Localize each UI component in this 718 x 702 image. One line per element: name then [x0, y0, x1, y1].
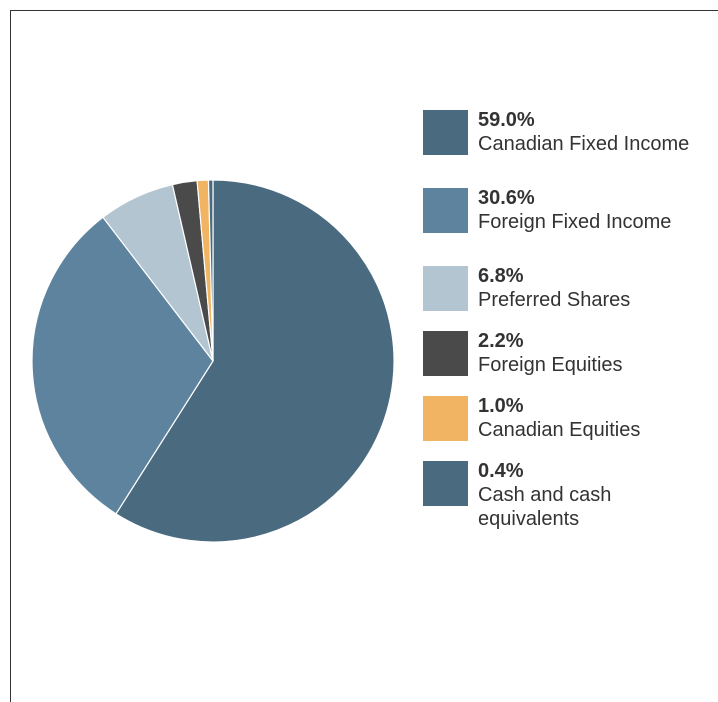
legend-swatch — [423, 188, 468, 233]
legend-label: Cash and cash equivalents — [478, 484, 612, 530]
chart-frame — [10, 10, 718, 702]
pie-slices — [31, 179, 395, 543]
legend-percent: 6.8% — [478, 265, 524, 287]
pie-slice-cash-and-cash-equivalents — [207, 179, 214, 362]
legend-item-canadian-fixed-income: 59.0% Canadian Fixed Income — [423, 109, 713, 188]
legend-percent: 59.0% — [478, 109, 535, 131]
legend-label: Preferred Shares — [478, 289, 631, 311]
pie-slice-foreign-fixed-income — [31, 216, 214, 515]
legend-swatch — [423, 266, 468, 311]
legend-percent: 30.6% — [478, 187, 535, 209]
legend-label: Foreign Equities — [478, 354, 623, 376]
legend-item-foreign-equities: 2.2% Foreign Equities — [423, 330, 713, 396]
legend-swatch — [423, 461, 468, 506]
legend-item-cash: 0.4% Cash and cash equivalents — [423, 460, 713, 539]
legend-label: Foreign Fixed Income — [478, 211, 672, 233]
legend-swatch — [423, 110, 468, 155]
legend-percent: 2.2% — [478, 330, 524, 352]
chart-legend: 59.0% Canadian Fixed Income 30.6% Foreig… — [423, 109, 713, 539]
legend-percent: 1.0% — [478, 395, 524, 417]
legend-item-foreign-fixed-income: 30.6% Foreign Fixed Income — [423, 187, 713, 266]
legend-swatch — [423, 396, 468, 441]
pie-slice-canadian-fixed-income — [115, 179, 395, 543]
legend-item-preferred-shares: 6.8% Preferred Shares — [423, 265, 713, 331]
legend-swatch — [423, 331, 468, 376]
legend-percent: 0.4% — [478, 460, 524, 482]
legend-item-canadian-equities: 1.0% Canadian Equities — [423, 395, 713, 461]
legend-label: Canadian Equities — [478, 419, 641, 441]
legend-label: Canadian Fixed Income — [478, 133, 690, 155]
